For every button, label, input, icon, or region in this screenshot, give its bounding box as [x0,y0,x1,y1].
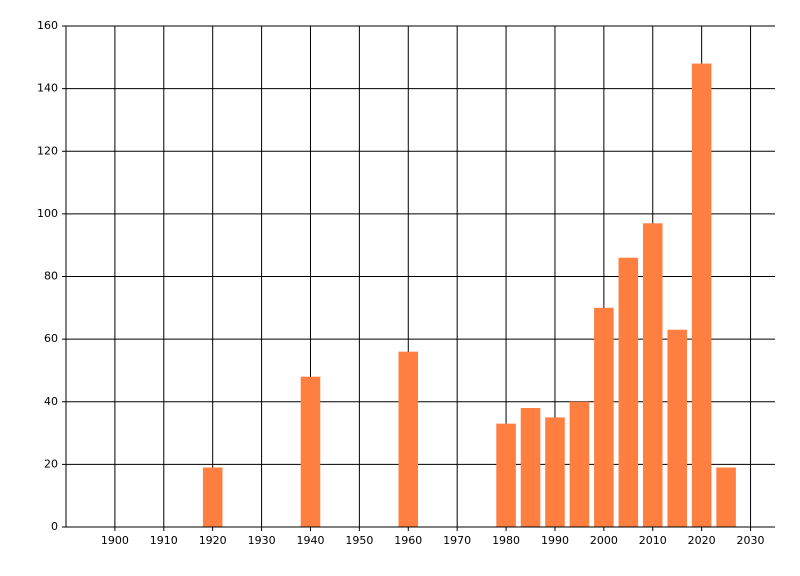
bar [569,401,590,527]
x-tick-label: 1920 [199,534,227,547]
bar [300,376,321,527]
x-tick-label: 1970 [443,534,471,547]
bar [667,329,687,527]
bar [642,223,663,528]
bar [545,417,565,527]
y-tick-label: 20 [44,457,58,470]
x-tick-label: 2000 [590,534,618,547]
y-tick-label: 40 [44,395,58,408]
bar [716,467,736,527]
y-tick-label: 0 [51,520,58,533]
bar [202,467,223,527]
bar [398,351,419,527]
x-tick-label: 2010 [639,534,667,547]
x-tick-label: 1950 [345,534,373,547]
y-tick-label: 100 [37,207,58,220]
bar [618,257,639,527]
y-tick-label: 60 [44,332,58,345]
x-tick-label: 1990 [541,534,569,547]
x-tick-label: 1900 [101,534,129,547]
x-tick-label: 1960 [394,534,422,547]
y-tick-label: 80 [44,270,58,283]
x-tick-label: 2030 [737,534,765,547]
x-tick-label: 2020 [688,534,716,547]
x-tick-label: 1930 [248,534,276,547]
y-tick-label: 140 [37,82,58,95]
bar [594,307,614,527]
bar [520,408,541,527]
x-tick-label: 1910 [150,534,178,547]
y-tick-label: 120 [37,144,58,157]
bar [496,423,516,527]
bar [691,63,712,527]
x-tick-label: 1980 [492,534,520,547]
x-tick-label: 1940 [296,534,324,547]
y-tick-label: 160 [37,19,58,32]
